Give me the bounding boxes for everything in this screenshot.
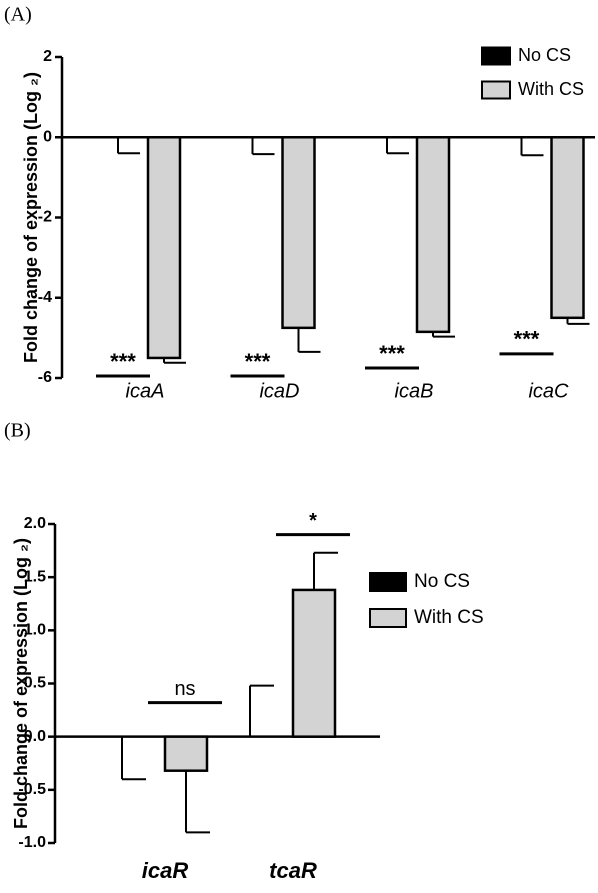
legend-label: With CS xyxy=(414,607,484,628)
y-axis-label: Fold change of expression (Log ₂) xyxy=(11,538,31,829)
y-tick-label: 2 xyxy=(43,48,52,65)
legend-swatch xyxy=(369,572,407,592)
significance-label: *** xyxy=(514,327,540,352)
y-tick-label: 0.0 xyxy=(24,728,46,745)
y-tick-label: -1.0 xyxy=(18,834,46,851)
significance-label: *** xyxy=(110,349,136,374)
y-axis-label: Fold change of expression (Log ₂) xyxy=(21,72,41,363)
bar xyxy=(415,136,451,334)
significance-label: *** xyxy=(245,349,271,374)
x-tick-label: icaB xyxy=(395,380,434,402)
legend-label: No CS xyxy=(414,571,470,592)
y-tick-label: -0.5 xyxy=(18,781,46,798)
y-tick-label: 0 xyxy=(43,128,52,145)
y-tick-label: -2 xyxy=(38,209,52,226)
significance-label: ns xyxy=(174,678,195,700)
legend-swatch xyxy=(481,80,511,100)
bar xyxy=(291,588,337,738)
x-tick-label: icaA xyxy=(126,380,165,402)
x-tick-label: icaC xyxy=(528,380,569,402)
bar xyxy=(163,735,209,772)
y-tick-label: 2.0 xyxy=(24,515,46,532)
significance-label: *** xyxy=(379,341,405,366)
x-tick-label: tcaR xyxy=(269,858,317,883)
panel-label: (B) xyxy=(4,420,31,442)
y-tick-label: 1.0 xyxy=(24,622,46,639)
significance-label: * xyxy=(309,510,317,532)
legend-label: No CS xyxy=(518,45,571,65)
x-tick-label: icaD xyxy=(259,380,299,402)
legend-swatch xyxy=(369,608,407,628)
y-tick-label: 1.5 xyxy=(24,568,46,585)
legend-label: With CS xyxy=(518,79,584,99)
y-tick-label: -4 xyxy=(38,289,52,306)
panel-label: (A) xyxy=(4,4,32,26)
bar xyxy=(281,136,316,330)
legend-swatch xyxy=(481,46,511,66)
x-tick-label: icaR xyxy=(142,858,189,883)
bar xyxy=(550,136,585,320)
y-tick-label: 0.5 xyxy=(24,675,46,692)
bar xyxy=(146,136,182,360)
y-tick-label: -6 xyxy=(38,369,52,386)
